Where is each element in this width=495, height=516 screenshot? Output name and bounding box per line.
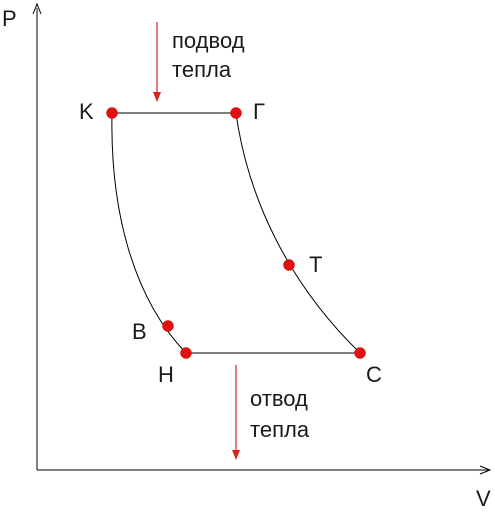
point-label: B — [132, 319, 147, 344]
heat-out-label: отвод — [250, 386, 308, 411]
point-label: H — [158, 362, 174, 387]
compression-curve — [111, 112, 187, 354]
heat-in-label: подвод — [172, 28, 245, 53]
point — [230, 107, 242, 119]
point — [180, 347, 192, 359]
y-axis-label: P — [2, 6, 17, 31]
point-label: T — [309, 252, 322, 277]
point-label: C — [366, 362, 382, 387]
heat-out-arrowhead — [232, 450, 240, 460]
point — [354, 347, 366, 359]
point-label: K — [79, 99, 94, 124]
heat-out-label: тепла — [250, 417, 310, 442]
heat-in-label: тепла — [172, 57, 232, 82]
x-axis-arrow — [479, 465, 492, 475]
x-axis-label: V — [476, 486, 491, 511]
point — [283, 259, 295, 271]
y-axis-arrow — [32, 2, 42, 15]
point-label: Г — [253, 99, 265, 124]
heat-in-arrowhead — [153, 92, 161, 102]
expansion-curve — [235, 112, 361, 354]
point — [162, 320, 174, 332]
point — [106, 107, 118, 119]
